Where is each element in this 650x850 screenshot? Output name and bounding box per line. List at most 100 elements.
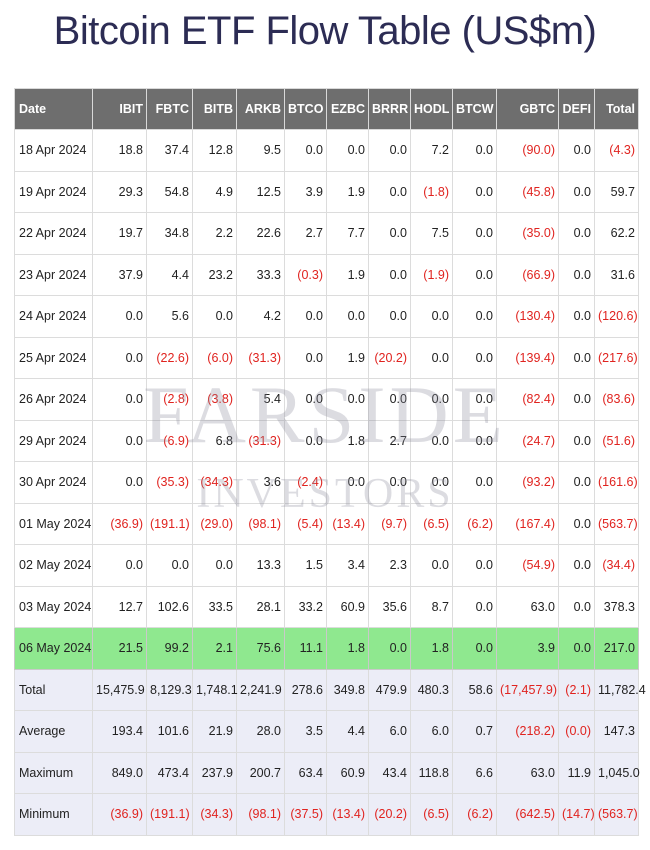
cell-arkb: 33.3 [236, 253, 285, 296]
cell-brrr: (9.7) [368, 502, 411, 545]
cell-brrr: (20.2) [368, 336, 411, 379]
cell-fbtc: 101.6 [146, 710, 193, 753]
cell-fbtc: (35.3) [146, 461, 193, 504]
column-header-arkb: ARKB [236, 88, 285, 130]
cell-fbtc: 0.0 [146, 544, 193, 587]
cell-ezbc: 1.8 [326, 419, 369, 462]
cell-total: 11,782.4 [594, 668, 646, 711]
summary-row-average: Average 193.4 101.6 21.9 28.0 3.5 4.4 6.0 6.0 0.7… [14, 710, 639, 753]
etf-flow-table: Date IBIT FBTC BITB ARKB BTCO EZBC BRRR HODL BTCW… [14, 88, 646, 836]
cell-gbtc: (24.7) [496, 419, 559, 462]
cell-hodl: 118.8 [410, 751, 453, 794]
table-header-row: Date IBIT FBTC BITB ARKB BTCO EZBC BRRR HODL BTCW… [14, 88, 639, 130]
row-label: 23 Apr 2024 [14, 253, 93, 296]
cell-bitb: 1,748.1 [192, 668, 238, 711]
cell-arkb: 22.6 [236, 212, 285, 255]
cell-fbtc: 5.6 [146, 295, 193, 338]
cell-ezbc: 0.0 [326, 295, 369, 338]
cell-ibit: 0.0 [92, 378, 147, 421]
cell-defi: 0.0 [558, 253, 595, 296]
cell-bitb: (29.0) [192, 502, 237, 545]
cell-bitb: 6.8 [192, 419, 237, 462]
cell-btco: 33.2 [284, 585, 327, 628]
cell-hodl: 0.0 [410, 461, 453, 504]
cell-gbtc: (17,457.9) [496, 668, 559, 711]
cell-btcw: 0.0 [452, 253, 497, 296]
table-row: 24 Apr 2024 0.0 5.6 0.0 4.2 0.0 0.0 0.0 0.0 0.0 (1… [14, 295, 639, 338]
cell-btcw: 0.0 [452, 585, 497, 628]
cell-fbtc: 473.4 [146, 751, 193, 794]
cell-btco: 11.1 [284, 627, 327, 670]
cell-arkb: (31.3) [236, 336, 285, 379]
column-header-defi: DEFI [558, 88, 595, 130]
summary-row-maximum: Maximum 849.0 473.4 237.9 200.7 63.4 60.9 43.4 1… [14, 751, 640, 794]
cell-ibit: (36.9) [92, 502, 147, 545]
cell-bitb: 2.2 [192, 212, 237, 255]
cell-defi: 0.0 [558, 295, 595, 338]
cell-gbtc: (130.4) [496, 295, 559, 338]
cell-total: 378.3 [594, 585, 639, 628]
cell-arkb: 3.6 [236, 461, 285, 504]
cell-btcw: 0.0 [452, 544, 497, 587]
cell-bitb: 12.8 [192, 129, 237, 172]
cell-ibit: 18.8 [92, 129, 147, 172]
cell-gbtc: 63.0 [496, 585, 559, 628]
cell-arkb: (98.1) [236, 502, 285, 545]
row-label: 02 May 2024 [14, 544, 93, 587]
cell-ezbc: (13.4) [326, 502, 369, 545]
cell-bitb: 21.9 [192, 710, 237, 753]
cell-btcw: 58.6 [452, 668, 497, 711]
cell-hodl: 1.8 [410, 627, 453, 670]
column-header-fbtc: FBTC [146, 88, 193, 130]
cell-bitb: 4.9 [192, 170, 237, 213]
cell-hodl: 480.3 [410, 668, 453, 711]
cell-gbtc: (642.5) [496, 793, 559, 836]
cell-brrr: 35.6 [368, 585, 411, 628]
cell-btcw: (6.2) [452, 502, 497, 545]
cell-bitb: 2.1 [192, 627, 237, 670]
cell-brrr: 0.0 [368, 378, 411, 421]
cell-ezbc: 4.4 [326, 710, 369, 753]
cell-gbtc: (35.0) [496, 212, 559, 255]
row-label: 26 Apr 2024 [14, 378, 93, 421]
table-row: 23 Apr 2024 37.9 4.4 23.2 33.3 (0.3) 1.9 0.0 (1.… [14, 253, 639, 296]
cell-total: (120.6) [594, 295, 639, 338]
cell-btco: 0.0 [284, 336, 327, 379]
cell-total: (83.6) [594, 378, 639, 421]
cell-gbtc: (218.2) [496, 710, 559, 753]
cell-brrr: (20.2) [368, 793, 411, 836]
cell-total: (34.4) [594, 544, 639, 587]
cell-arkb: (31.3) [236, 419, 285, 462]
cell-hodl: (6.5) [410, 502, 453, 545]
cell-total: (51.6) [594, 419, 639, 462]
cell-arkb: 5.4 [236, 378, 285, 421]
table-row: 30 Apr 2024 0.0 (35.3) (34.3) 3.6 (2.4) 0.0 0.0… [14, 461, 639, 504]
cell-brrr: 0.0 [368, 295, 411, 338]
cell-brrr: 43.4 [368, 751, 411, 794]
cell-btcw: 0.7 [452, 710, 497, 753]
cell-btcw: 0.0 [452, 378, 497, 421]
cell-ezbc: 1.8 [326, 627, 369, 670]
cell-ezbc: 349.8 [326, 668, 369, 711]
row-label: 19 Apr 2024 [14, 170, 93, 213]
cell-btcw: 0.0 [452, 129, 497, 172]
cell-gbtc: (93.2) [496, 461, 559, 504]
cell-ibit: 37.9 [92, 253, 147, 296]
table-row: 26 Apr 2024 0.0 (2.8) (3.8) 5.4 0.0 0.0 0.0 0.0 0… [14, 378, 639, 421]
cell-ezbc: 0.0 [326, 378, 369, 421]
cell-total: 62.2 [594, 212, 639, 255]
cell-btco: 0.0 [284, 419, 327, 462]
cell-btco: 1.5 [284, 544, 327, 587]
cell-defi: 0.0 [558, 419, 595, 462]
cell-ezbc: 60.9 [326, 585, 369, 628]
cell-hodl: (1.9) [410, 253, 453, 296]
cell-btco: 0.0 [284, 295, 327, 338]
cell-ibit: 0.0 [92, 544, 147, 587]
cell-bitb: (6.0) [192, 336, 237, 379]
cell-btco: 278.6 [284, 668, 327, 711]
cell-brrr: 0.0 [368, 461, 411, 504]
cell-gbtc: 3.9 [496, 627, 559, 670]
cell-bitb: (34.3) [192, 793, 237, 836]
cell-brrr: 2.3 [368, 544, 411, 587]
cell-ibit: 849.0 [92, 751, 147, 794]
